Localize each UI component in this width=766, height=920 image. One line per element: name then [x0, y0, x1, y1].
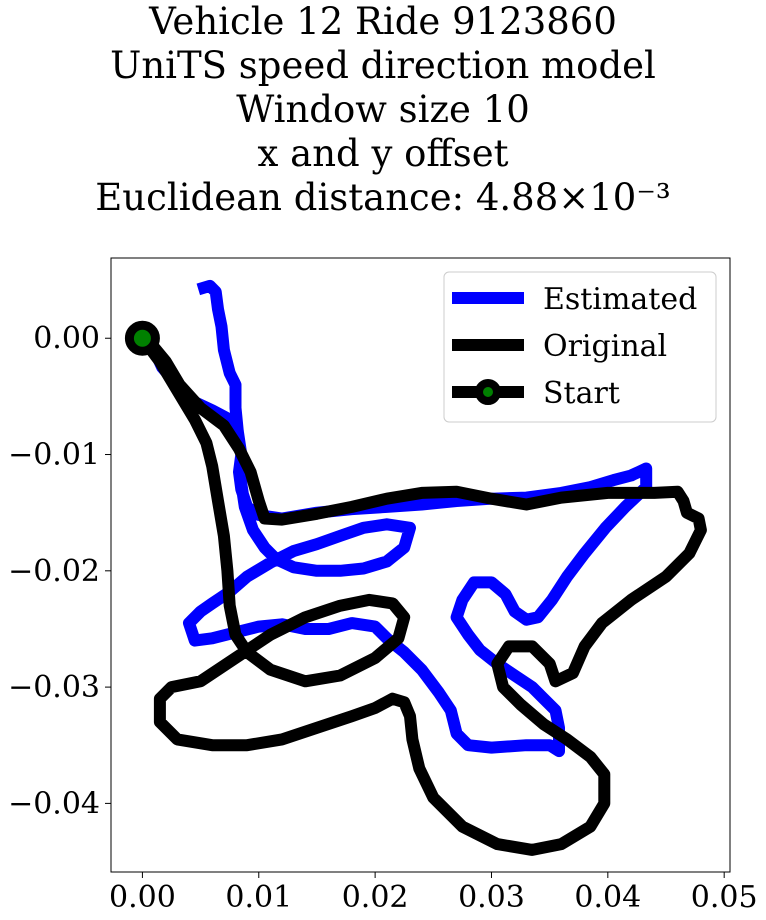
y-tick-label: 0.00: [33, 321, 100, 356]
x-tick-label: 0.02: [342, 880, 409, 915]
x-tick-label: 0.05: [691, 880, 758, 915]
x-tick-label: 0.04: [574, 880, 641, 915]
x-tick-label: 0.00: [109, 880, 176, 915]
y-tick-label: −0.02: [8, 554, 100, 589]
x-tick-label: 0.03: [458, 880, 525, 915]
title-line-5: Euclidean distance: 4.88×10⁻³: [95, 176, 671, 219]
series-line-estimated: [138, 279, 653, 758]
legend: Estimated Original Start: [443, 271, 717, 423]
title-line-3: Window size 10: [236, 88, 530, 131]
legend-start-marker: [475, 379, 501, 405]
legend-box: [443, 271, 717, 423]
y-axis: 0.00 −0.01 −0.02 −0.03 −0.04: [8, 321, 111, 821]
title-line-1: Vehicle 12 Ride 9123860: [149, 0, 617, 43]
legend-label-original: Original: [543, 329, 667, 364]
legend-label-start: Start: [543, 376, 620, 411]
x-tick-label: 0.01: [225, 880, 292, 915]
series-line-original: [137, 333, 707, 856]
start-marker: [124, 320, 160, 356]
legend-label-estimated: Estimated: [543, 282, 697, 317]
title-line-2: UniTS speed direction model: [110, 44, 656, 87]
y-tick-label: −0.01: [8, 438, 100, 473]
axes-frame: [110, 257, 731, 873]
chart-title: Vehicle 12 Ride 9123860 UniTS speed dire…: [0, 0, 766, 220]
y-tick-label: −0.04: [8, 786, 100, 821]
title-line-4: x and y offset: [257, 132, 509, 175]
plot-area: [110, 257, 731, 873]
y-tick-label: −0.03: [8, 670, 100, 705]
x-axis: 0.00 0.01 0.02 0.03 0.04 0.05: [109, 872, 758, 915]
